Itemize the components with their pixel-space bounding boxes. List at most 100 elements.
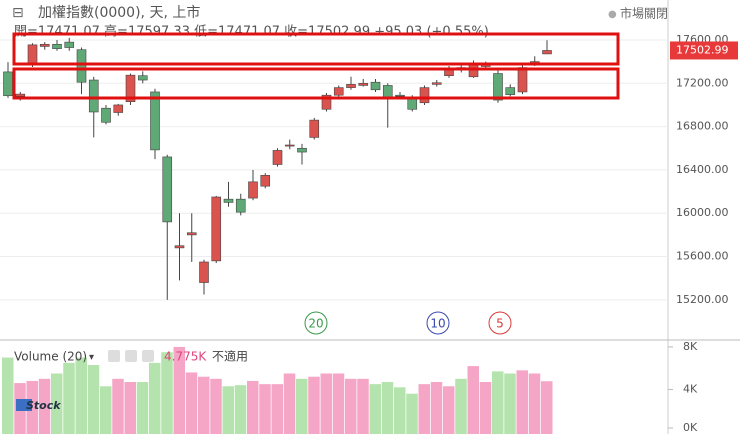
volume-bar [185,372,198,434]
marker [304,311,328,335]
highlight-box [12,32,620,66]
candle-body [431,82,442,85]
volume-bar [357,378,369,434]
volume-bar [381,382,394,434]
candle-body [297,147,307,153]
price-tag [670,41,738,60]
y-tick-label: 16400.00 [676,163,729,176]
volume-bar [51,373,63,434]
highlight-box [12,67,620,100]
candle-body [407,98,418,110]
volume-bar [87,364,100,434]
dropdown[interactable]: ▾ [89,352,94,363]
candle-body [248,181,258,199]
candle-body [542,50,552,55]
volume-bar [479,382,492,434]
marker-label: 5 [496,317,504,331]
candle-body [186,232,197,236]
y-tick-label: 16800.00 [676,120,729,133]
logo: Stock [26,399,61,412]
candle-body [358,82,369,86]
candle-body [137,75,148,81]
volume-bar [492,371,504,434]
volume-bar [308,376,320,434]
candle-body [3,71,13,97]
volume-bar [161,352,173,434]
y-tick-label: 17200.00 [676,76,729,89]
volume-bar [455,378,467,434]
status-dot: ● [608,9,617,20]
volume-bar [332,373,345,434]
candle-body [101,107,111,123]
y-tick-label: 15600.00 [676,250,729,263]
volume-bar [296,378,308,434]
volume-bar [345,378,357,434]
marker [426,311,450,335]
ohlc-text: 開=17471.07 高=17597.33 低=17471.07 收=17502… [14,24,489,40]
volume-bar [112,378,124,434]
volume-bar [259,384,271,434]
plot: 15200.00 15600.00 16000.00 16400.00 16800.00… [0,33,738,434]
candle-body [113,104,124,113]
volume-bar [320,373,332,434]
y-tick-label: 16000.00 [676,206,729,219]
candle-body [125,74,136,102]
settings-icon[interactable] [125,350,137,362]
volume-bar [247,380,259,434]
volume-bar [38,378,51,434]
volume-bar [504,373,516,434]
collapse-icon[interactable]: ⊟ [12,5,24,21]
volume-bar [210,378,222,434]
candle-body [517,67,528,93]
candle-body [199,261,209,283]
candle-body [382,85,393,98]
candle-body [162,156,173,223]
price-tag-label: 17502.99 [676,43,729,56]
candle-body [346,84,356,88]
market-status: 市場關閉 [620,6,668,21]
candle-body [211,196,222,262]
marker-label: 20 [308,317,323,331]
volume-bar [467,366,479,434]
candle-body [39,43,50,47]
volume-bar [26,380,38,434]
y-tick-label: 15200.00 [676,293,729,306]
volume-bar [2,357,14,434]
candle-body [260,175,271,187]
volume-bar [100,386,112,434]
volume-bar [394,387,406,434]
volume-bar [430,382,443,434]
volume-bar [222,386,234,434]
eye-icon[interactable] [108,350,120,362]
volume-bar [369,384,381,434]
candle-body [321,94,332,110]
candle-body [223,198,234,203]
candle-body [505,87,516,95]
volume-bar [136,382,149,434]
volume-bar [541,381,553,434]
marker [488,311,512,335]
volume-bar [418,384,430,434]
volume-bar [63,362,75,434]
volume-bar [516,370,528,434]
volume-bar [124,382,136,434]
volume-bar [234,385,247,434]
y2-tick-label: 4K [683,382,698,395]
candle-body [284,144,295,147]
candle-body [370,81,381,91]
candle-body [15,93,26,97]
y2-tick-label: 0K [683,421,698,434]
volume-extra: 不適用 [212,349,248,364]
volume-bar [406,393,418,434]
volume-bar [198,376,210,434]
chart-title: 加權指數(0000), 天, 上市 [38,4,200,21]
candle-body [52,43,62,49]
candle-body [64,41,75,48]
close-icon[interactable] [142,350,154,362]
candle-body [235,198,246,213]
candle-body [333,87,344,96]
candle-body [493,73,503,101]
candle-body [174,245,185,249]
candle-body [76,49,87,83]
